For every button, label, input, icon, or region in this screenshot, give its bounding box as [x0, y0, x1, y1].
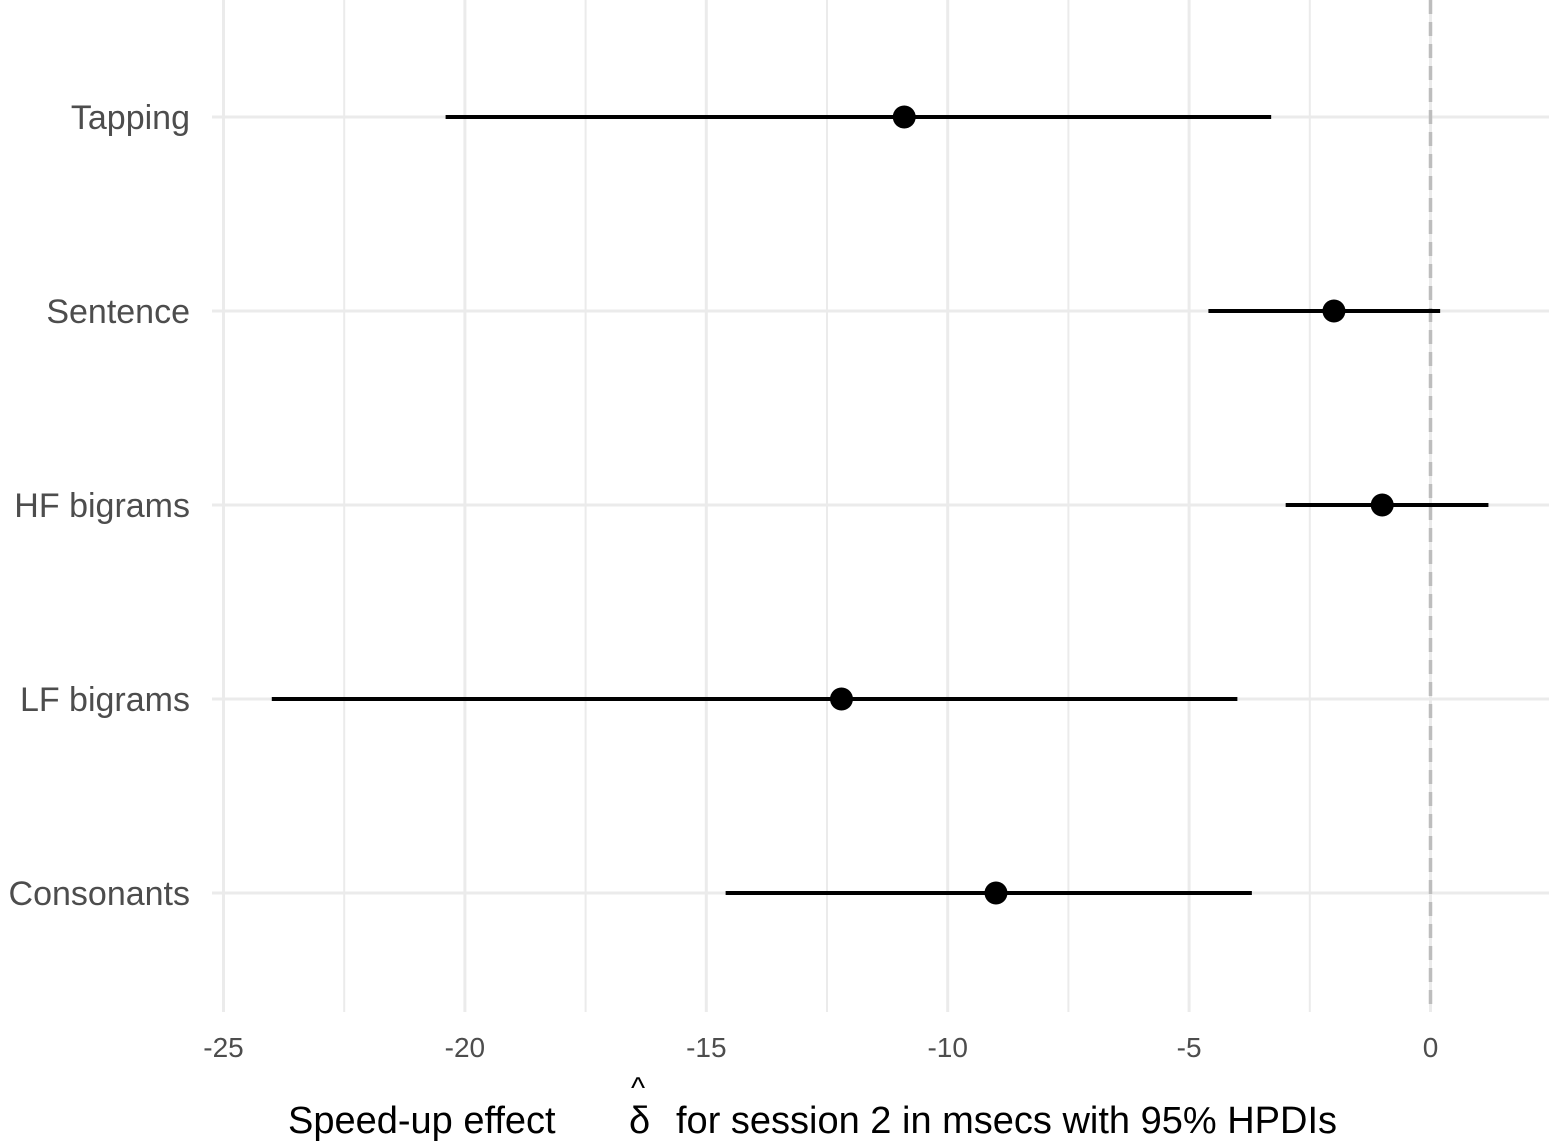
estimate-point [984, 881, 1008, 905]
estimate-point [829, 687, 853, 711]
category-label: HF bigrams [14, 487, 190, 525]
x-axis-title-symbol: δ [629, 1100, 650, 1142]
x-axis-title-prefix: Speed-up effect [288, 1100, 556, 1142]
x-axis-title-symbol-accent: ^ [631, 1072, 645, 1105]
category-label: Tapping [71, 99, 190, 137]
x-tick-labels: -25 -20 -15 -10 -5 0 [203, 1032, 1438, 1063]
x-tick-label: -5 [1177, 1032, 1202, 1063]
x-axis-title-suffix: for session 2 in msecs with 95% HPDIs [676, 1100, 1337, 1142]
category-label: LF bigrams [20, 681, 190, 719]
x-tick-label: -20 [445, 1032, 485, 1063]
points [829, 105, 1394, 905]
estimate-point [1322, 299, 1346, 323]
estimate-point [1370, 493, 1394, 517]
category-label: Consonants [9, 875, 190, 913]
x-tick-label: 0 [1423, 1032, 1439, 1063]
x-axis-title: Speed-up effect δ ^ for session 2 in mse… [288, 1072, 1337, 1142]
x-tick-label: -25 [203, 1032, 243, 1063]
x-tick-label: -10 [927, 1032, 967, 1063]
estimate-point [892, 105, 916, 129]
category-labels: Tapping Sentence HF bigrams LF bigrams Conso… [9, 99, 190, 913]
category-label: Sentence [46, 293, 190, 331]
x-tick-label: -15 [686, 1032, 726, 1063]
